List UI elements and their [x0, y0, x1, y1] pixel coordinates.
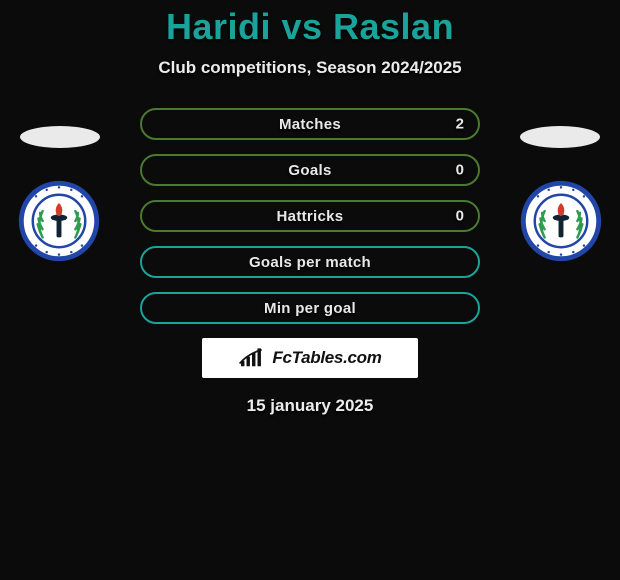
comparison-card: Haridi vs Raslan Club competitions, Seas… [0, 0, 620, 580]
generation-date: 15 january 2025 [0, 396, 620, 416]
stat-row-goals: Goals 0 [140, 154, 480, 186]
branding-link[interactable]: FcTables.com [202, 338, 418, 378]
stat-row-hattricks: Hattricks 0 [140, 200, 480, 232]
bar-chart-icon [238, 347, 266, 369]
season-subtitle: Club competitions, Season 2024/2025 [0, 58, 620, 78]
club-badge-right [520, 180, 602, 262]
stat-label: Min per goal [264, 300, 356, 317]
club-badge-left [18, 180, 100, 262]
club-crest-icon [520, 180, 602, 262]
club-crest-icon [18, 180, 100, 262]
branding-text: FcTables.com [272, 348, 381, 368]
stats-list: Matches 2 Goals 0 Hattricks 0 Goals per … [140, 108, 480, 324]
stat-label: Matches [279, 116, 341, 133]
stat-row-min-per-goal: Min per goal [140, 292, 480, 324]
stat-row-matches: Matches 2 [140, 108, 480, 140]
player-photo-placeholder-left [20, 126, 100, 148]
player-photo-placeholder-right [520, 126, 600, 148]
stat-row-goals-per-match: Goals per match [140, 246, 480, 278]
stat-label: Goals per match [249, 254, 371, 271]
stat-label: Goals [288, 162, 331, 179]
stat-value-right: 2 [456, 116, 464, 133]
stat-value-right: 0 [456, 162, 464, 179]
stat-value-right: 0 [456, 208, 464, 225]
page-title: Haridi vs Raslan [0, 6, 620, 48]
stat-label: Hattricks [277, 208, 344, 225]
